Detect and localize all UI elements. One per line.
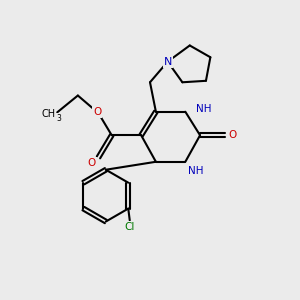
Text: 3: 3 <box>56 114 61 123</box>
Text: Cl: Cl <box>124 222 135 232</box>
Text: NH: NH <box>196 104 211 114</box>
Text: O: O <box>228 130 237 140</box>
Text: O: O <box>88 158 96 168</box>
Text: O: O <box>93 107 101 117</box>
Text: CH: CH <box>41 109 56 119</box>
Text: NH: NH <box>188 166 204 176</box>
Text: N: N <box>164 57 172 67</box>
